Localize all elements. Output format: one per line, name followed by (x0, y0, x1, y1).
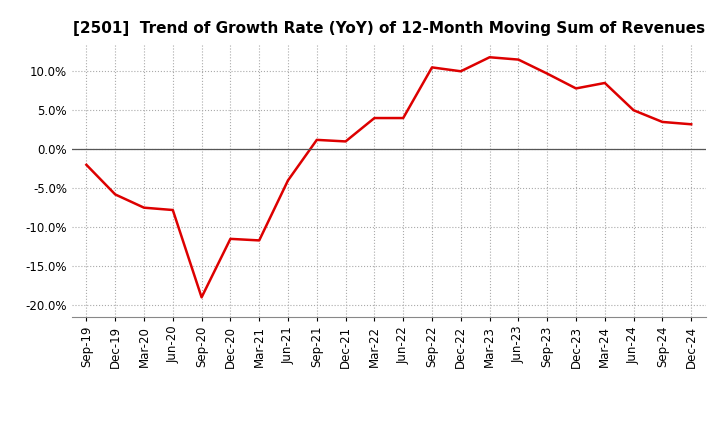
Title: [2501]  Trend of Growth Rate (YoY) of 12-Month Moving Sum of Revenues: [2501] Trend of Growth Rate (YoY) of 12-… (73, 21, 705, 36)
